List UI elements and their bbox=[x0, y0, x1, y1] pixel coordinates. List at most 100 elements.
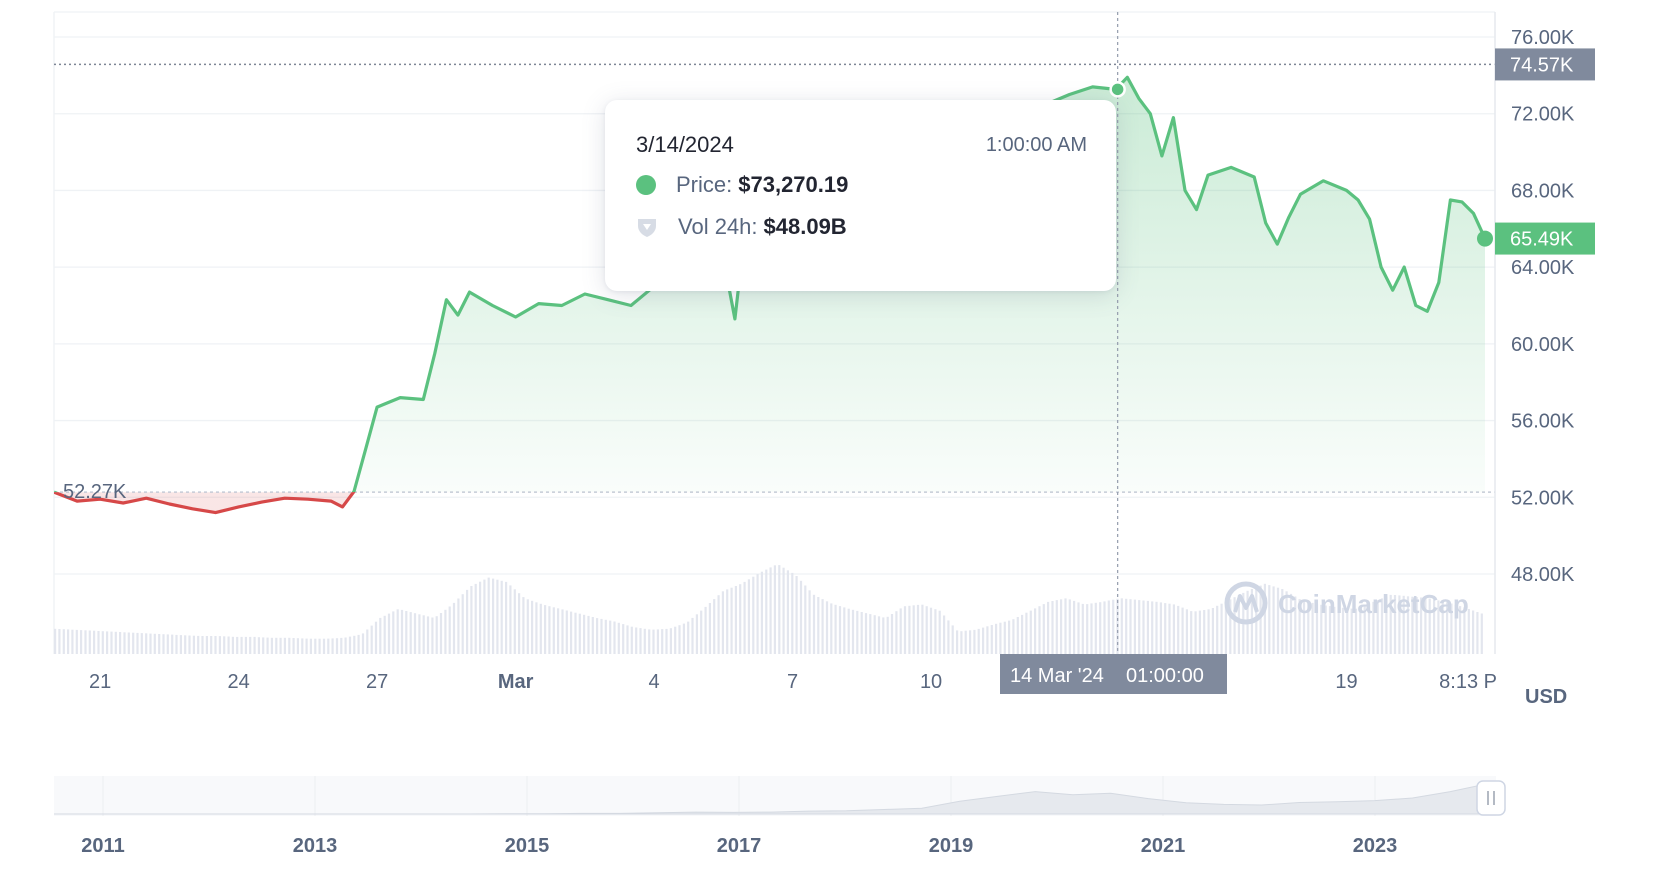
volume-bar bbox=[175, 634, 178, 654]
navigator-handle[interactable] bbox=[1476, 780, 1506, 816]
x-tick-label: 19 bbox=[1335, 671, 1357, 693]
volume-bar bbox=[977, 628, 980, 654]
volume-bar bbox=[1086, 604, 1089, 654]
high-price-tag: 74.57K bbox=[1495, 48, 1595, 81]
crosshair-x-tag: 14 Mar '24 01:00:00 bbox=[1000, 654, 1227, 694]
volume-bar bbox=[951, 625, 954, 654]
volume-bar bbox=[583, 614, 586, 654]
volume-bar bbox=[296, 638, 299, 654]
volume-bar bbox=[439, 613, 443, 654]
volume-bar bbox=[422, 615, 425, 654]
volume-bar bbox=[171, 634, 174, 654]
volume-bar bbox=[1393, 595, 1397, 654]
volume-bar bbox=[1294, 596, 1297, 654]
volume-bar bbox=[249, 636, 252, 654]
volume-bar bbox=[1155, 601, 1158, 654]
volume-bar bbox=[1302, 600, 1306, 654]
volume-bar bbox=[1350, 608, 1353, 654]
volume-bar bbox=[409, 612, 412, 654]
volume-bar bbox=[301, 638, 304, 654]
volume-bar bbox=[1060, 599, 1063, 654]
volume-bar bbox=[960, 631, 963, 654]
volume-bar bbox=[756, 574, 759, 654]
volume-bar bbox=[656, 629, 659, 654]
x-tick-label: 8:13 P bbox=[1439, 671, 1497, 693]
volume-bar bbox=[760, 571, 763, 654]
x-tick-label: 24 bbox=[228, 671, 250, 693]
crosshair-point bbox=[1109, 81, 1126, 98]
volume-bar bbox=[1398, 595, 1401, 654]
current-price-tag-text: 65.49K bbox=[1510, 229, 1574, 251]
volume-bar bbox=[652, 629, 655, 654]
volume-bar bbox=[860, 612, 863, 654]
volume-bar bbox=[188, 635, 191, 654]
volume-bar bbox=[392, 611, 395, 654]
volume-bar bbox=[101, 631, 104, 654]
volume-bar bbox=[596, 618, 599, 654]
volume-bar bbox=[344, 637, 347, 654]
navigator-tick-label: 2017 bbox=[717, 835, 762, 857]
volume-bar bbox=[1090, 603, 1093, 654]
volume-bar bbox=[223, 636, 226, 654]
volume-bar bbox=[531, 600, 534, 654]
volume-bar bbox=[635, 627, 638, 654]
volume-bar bbox=[752, 576, 755, 654]
volume-bar bbox=[1237, 595, 1240, 654]
volume-bar bbox=[1359, 607, 1362, 654]
range-navigator[interactable]: 2011 2013 2015 2017 2019 2021 2023 bbox=[54, 776, 1506, 857]
currency-unit-label: USD bbox=[1525, 686, 1567, 708]
watermark: CoinMarketCap bbox=[1224, 581, 1469, 625]
volume-bar bbox=[1016, 617, 1019, 654]
volume-bar bbox=[361, 633, 365, 654]
volume-bar bbox=[630, 626, 633, 654]
navigator-axis: 2011 2013 2015 2017 2019 2021 2023 bbox=[81, 835, 1397, 857]
volume-bar bbox=[166, 634, 169, 654]
volume-bar bbox=[804, 585, 807, 654]
volume-bar bbox=[1012, 619, 1015, 654]
volume-bar bbox=[470, 586, 473, 654]
volume-bar bbox=[184, 635, 187, 654]
volume-bar bbox=[825, 601, 829, 654]
tooltip-time: 1:00:00 AM bbox=[985, 134, 1087, 156]
crosshair-time: 01:00:00 bbox=[1126, 665, 1204, 687]
navigator-tick-label: 2019 bbox=[929, 835, 974, 857]
volume-bar bbox=[1428, 598, 1431, 654]
volume-bar bbox=[669, 628, 672, 654]
volume-bar bbox=[1029, 610, 1032, 654]
volume-bar bbox=[1298, 599, 1301, 654]
volume-bar bbox=[869, 614, 872, 654]
volume-bar bbox=[522, 597, 525, 654]
volume-bar bbox=[518, 593, 521, 654]
volume-bar bbox=[908, 605, 911, 654]
volume-bar bbox=[617, 622, 620, 654]
volume-bar bbox=[1315, 603, 1319, 654]
volume-bar bbox=[578, 613, 581, 654]
volume-bar bbox=[461, 594, 464, 654]
volume-shield-icon bbox=[638, 219, 656, 237]
volume-bar bbox=[71, 629, 74, 654]
volume-bar bbox=[591, 617, 594, 654]
volume-bar bbox=[999, 622, 1002, 654]
volume-bar bbox=[1363, 605, 1366, 654]
volume-bar bbox=[1281, 589, 1284, 654]
volume-bar bbox=[505, 581, 508, 654]
volume-bar bbox=[318, 638, 321, 654]
volume-bar bbox=[929, 607, 933, 654]
volume-bar bbox=[279, 637, 282, 654]
volume-bar bbox=[526, 599, 529, 654]
volume-bar bbox=[305, 638, 308, 654]
volume-bar bbox=[366, 629, 369, 654]
volume-bar bbox=[158, 634, 161, 654]
volume-bar bbox=[54, 628, 57, 654]
volume-bar bbox=[947, 620, 950, 654]
volume-bar bbox=[895, 611, 898, 654]
y-tick-label: 76.00K bbox=[1511, 27, 1575, 49]
price-line-down bbox=[54, 492, 356, 515]
volume-bar bbox=[921, 604, 924, 654]
volume-bar bbox=[214, 636, 217, 654]
volume-bar bbox=[1402, 595, 1405, 654]
volume-bar bbox=[1224, 601, 1227, 654]
volume-bar bbox=[1120, 598, 1123, 654]
volume-bar bbox=[1459, 606, 1462, 654]
y-tick-label: 68.00K bbox=[1511, 180, 1575, 202]
